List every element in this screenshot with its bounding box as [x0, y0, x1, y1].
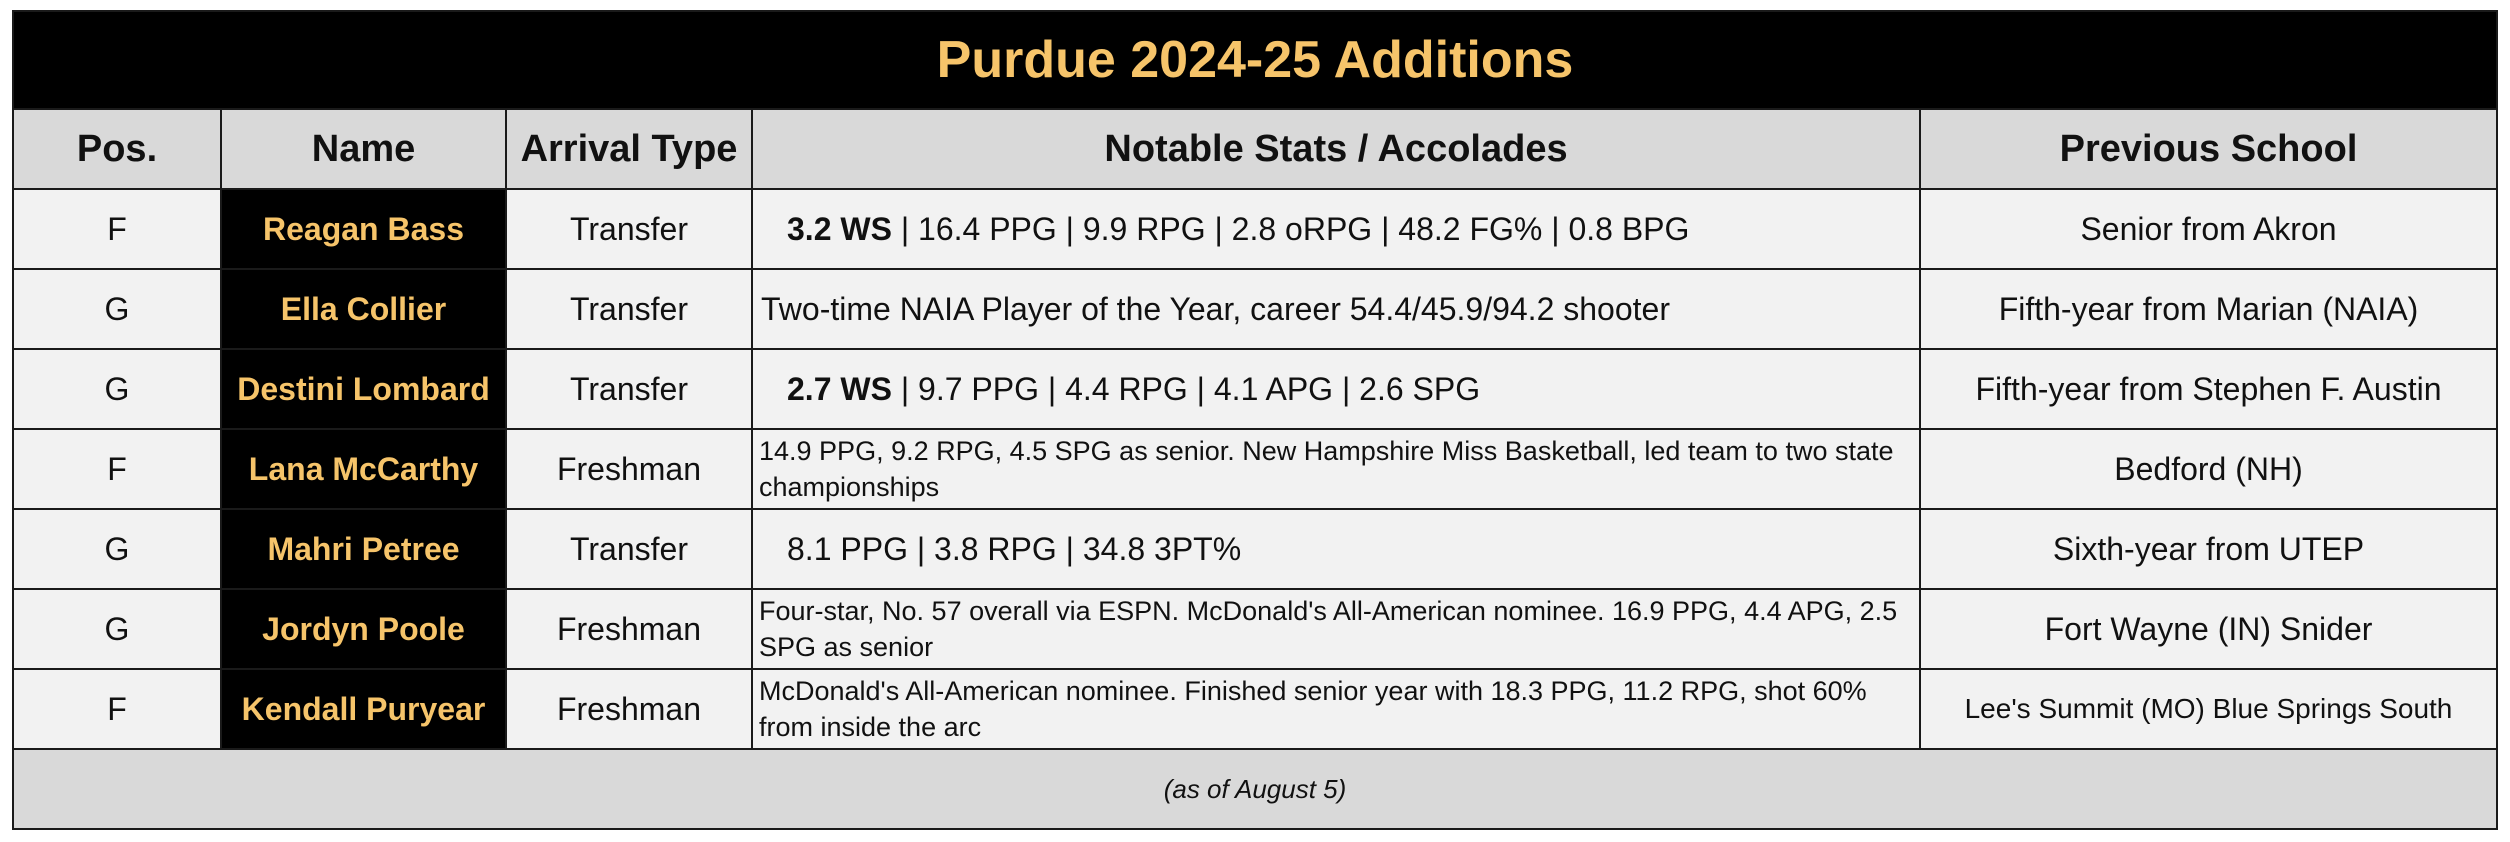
stats-text: Four-star, No. 57 overall via ESPN. McDo… — [759, 596, 1898, 662]
header-previous-school: Previous School — [1919, 108, 2498, 190]
cell-previous-school: Senior from Akron — [1919, 188, 2498, 270]
cell-arrival-type: Transfer — [505, 268, 753, 350]
stats-text: | 16.4 PPG | 9.9 RPG | 2.8 oRPG | 48.2 F… — [891, 210, 1690, 247]
win-shares: 2.7 WS — [787, 370, 892, 407]
footnote: (as of August 5) — [12, 748, 2498, 830]
cell-stats: 14.9 PPG, 9.2 RPG, 4.5 SPG as senior. Ne… — [751, 428, 1921, 510]
cell-pos: F — [12, 428, 222, 510]
cell-stats: Two-time NAIA Player of the Year, career… — [751, 268, 1921, 350]
cell-name: Kendall Puryear — [220, 668, 507, 750]
cell-name: Reagan Bass — [220, 188, 507, 270]
cell-name: Ella Collier — [220, 268, 507, 350]
stats-text: 8.1 PPG | 3.8 RPG | 34.8 3PT% — [787, 530, 1242, 567]
header-name: Name — [220, 108, 507, 190]
cell-pos: F — [12, 668, 222, 750]
header-pos: Pos. — [12, 108, 222, 190]
cell-arrival-type: Freshman — [505, 588, 753, 670]
footer-row: (as of August 5) — [12, 748, 2498, 830]
title-row: Purdue 2024-25 Additions — [12, 10, 2498, 110]
cell-previous-school: Lee's Summit (MO) Blue Springs South — [1919, 668, 2498, 750]
stats-text: Two-time NAIA Player of the Year, career… — [761, 290, 1670, 327]
cell-previous-school: Fifth-year from Marian (NAIA) — [1919, 268, 2498, 350]
cell-stats: 3.2 WS | 16.4 PPG | 9.9 RPG | 2.8 oRPG |… — [751, 188, 1921, 270]
cell-pos: G — [12, 588, 222, 670]
cell-arrival-type: Transfer — [505, 348, 753, 430]
cell-arrival-type: Freshman — [505, 428, 753, 510]
table-row: F Reagan Bass Transfer 3.2 WS | 16.4 PPG… — [12, 188, 2498, 270]
table-title: Purdue 2024-25 Additions — [12, 10, 2498, 110]
cell-previous-school: Bedford (NH) — [1919, 428, 2498, 510]
cell-arrival-type: Freshman — [505, 668, 753, 750]
stats-text: McDonald's All-American nominee. Finishe… — [759, 676, 1867, 742]
table-row: G Mahri Petree Transfer 8.1 PPG | 3.8 RP… — [12, 508, 2498, 590]
header-arrival-type: Arrival Type — [505, 108, 753, 190]
cell-arrival-type: Transfer — [505, 508, 753, 590]
header-notable-stats: Notable Stats / Accolades — [751, 108, 1921, 190]
stats-text: 14.9 PPG, 9.2 RPG, 4.5 SPG as senior. Ne… — [759, 436, 1894, 502]
cell-name: Mahri Petree — [220, 508, 507, 590]
cell-stats: McDonald's All-American nominee. Finishe… — [751, 668, 1921, 750]
table-row: F Lana McCarthy Freshman 14.9 PPG, 9.2 R… — [12, 428, 2498, 510]
cell-stats: 2.7 WS | 9.7 PPG | 4.4 RPG | 4.1 APG | 2… — [751, 348, 1921, 430]
win-shares: 3.2 WS — [787, 210, 892, 247]
cell-name: Lana McCarthy — [220, 428, 507, 510]
cell-pos: G — [12, 268, 222, 350]
cell-pos: G — [12, 348, 222, 430]
cell-previous-school: Sixth-year from UTEP — [1919, 508, 2498, 590]
cell-pos: G — [12, 508, 222, 590]
cell-arrival-type: Transfer — [505, 188, 753, 270]
cell-previous-school: Fort Wayne (IN) Snider — [1919, 588, 2498, 670]
stats-text: | 9.7 PPG | 4.4 RPG | 4.1 APG | 2.6 SPG — [891, 370, 1481, 407]
table-row: F Kendall Puryear Freshman McDonald's Al… — [12, 668, 2498, 750]
table-row: G Destini Lombard Transfer 2.7 WS | 9.7 … — [12, 348, 2498, 430]
cell-stats: Four-star, No. 57 overall via ESPN. McDo… — [751, 588, 1921, 670]
cell-name: Jordyn Poole — [220, 588, 507, 670]
cell-pos: F — [12, 188, 222, 270]
table-row: G Ella Collier Transfer Two-time NAIA Pl… — [12, 268, 2498, 350]
cell-previous-school: Fifth-year from Stephen F. Austin — [1919, 348, 2498, 430]
additions-table: Purdue 2024-25 Additions Pos. Name Arriv… — [12, 10, 2498, 830]
header-row: Pos. Name Arrival Type Notable Stats / A… — [12, 108, 2498, 190]
cell-stats: 8.1 PPG | 3.8 RPG | 34.8 3PT% — [751, 508, 1921, 590]
cell-name: Destini Lombard — [220, 348, 507, 430]
table-row: G Jordyn Poole Freshman Four-star, No. 5… — [12, 588, 2498, 670]
